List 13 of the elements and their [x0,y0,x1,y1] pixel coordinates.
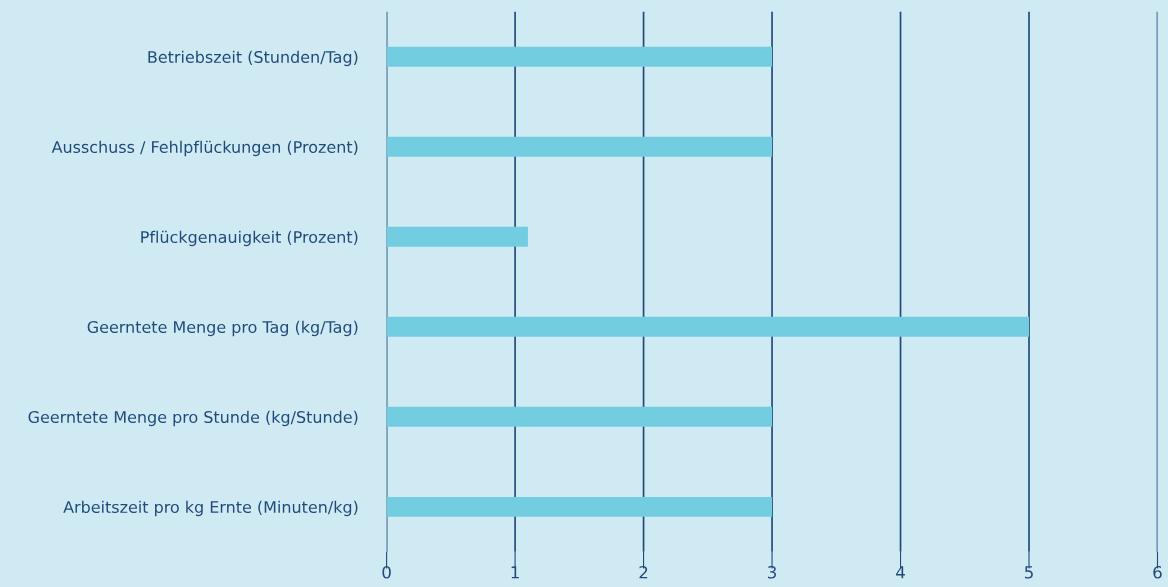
y-tick-label: Geerntete Menge pro Stunde (kg/Stunde) [28,410,358,427]
x-tick-label: 4 [896,566,905,579]
x-tick-label: 5 [1024,566,1033,579]
x-tick-label: 6 [1153,565,1162,579]
x-tick-label: 2 [639,565,648,579]
y-tick-label: Betriebszeit (Stunden/Tag) [148,50,358,67]
y-tick-label: Ausschuss / Fehlpflückungen (Prozent) [51,140,358,157]
x-tick-label: 1 [511,566,519,579]
y-tick-label: Pflückgenauigkeit (Prozent) [141,230,358,247]
x-tick-label: 3 [768,565,777,579]
x-tick-label: 0 [382,565,391,579]
y-tick-label: Arbeitszeit pro kg Ernte (Minuten/kg) [63,500,358,517]
y-tick-label: Geerntete Menge pro Tag (kg/Tag) [87,320,358,337]
